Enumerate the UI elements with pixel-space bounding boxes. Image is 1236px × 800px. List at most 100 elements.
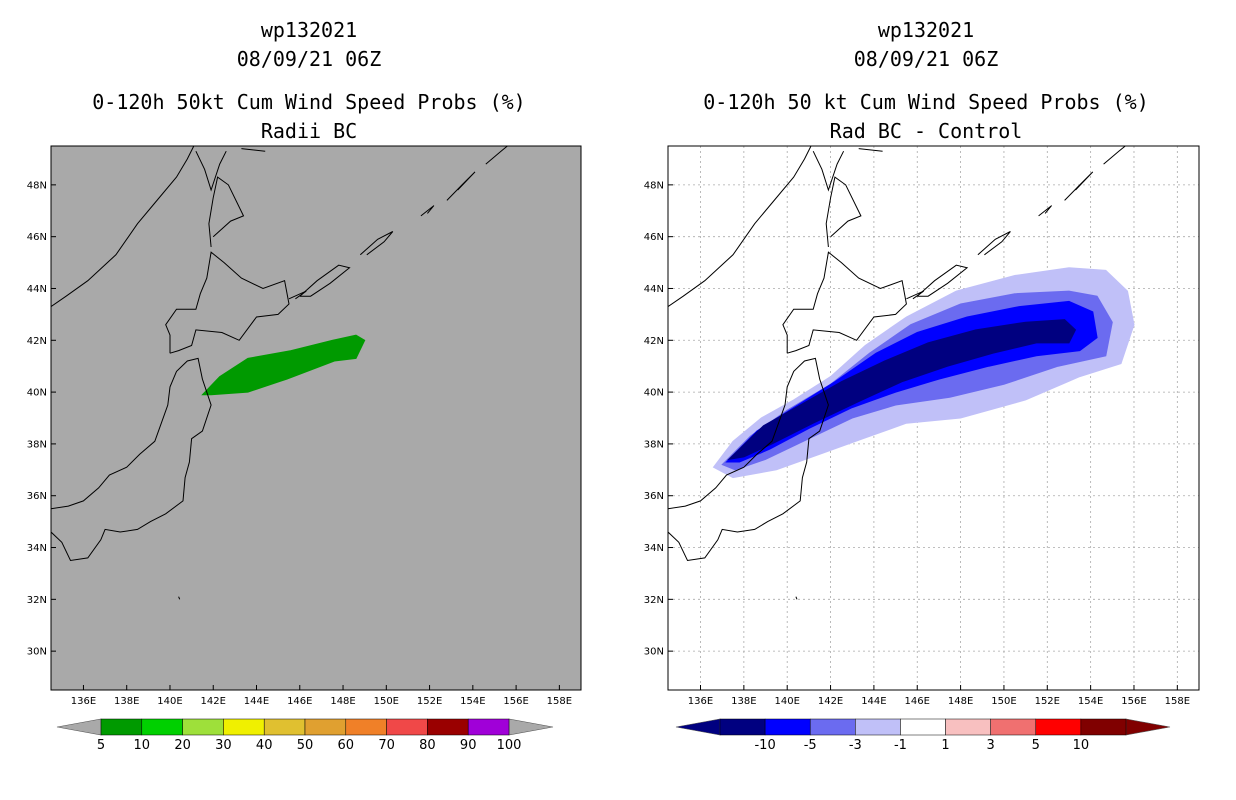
coastline <box>359 231 394 256</box>
coastline <box>782 251 907 354</box>
plot-frame <box>50 145 582 691</box>
y-tick-label: 34N <box>644 543 664 554</box>
plot-area <box>51 146 508 600</box>
x-tick-label: 142E <box>818 696 843 707</box>
colorbar-swatch <box>855 718 901 736</box>
coastline <box>51 146 195 308</box>
y-tick-label: 48N <box>27 180 47 191</box>
y-tick-label: 46N <box>644 232 664 243</box>
colorbar-label: 80 <box>419 738 436 753</box>
y-tick-label: 36N <box>27 491 47 502</box>
plot-frame <box>667 145 1200 691</box>
plot-area <box>668 146 1199 690</box>
coastline <box>668 146 812 308</box>
colorbar-swatch <box>223 718 265 736</box>
x-tick-label: 140E <box>157 696 182 707</box>
colorbar-label: -1 <box>894 738 907 753</box>
colorbar-swatch <box>900 718 946 736</box>
colorbar-label: -5 <box>804 738 817 753</box>
colorbar-label: 10 <box>134 738 151 753</box>
x-tick-label: 150E <box>374 696 399 707</box>
panel1-date: 08/09/21 06Z <box>236 47 382 71</box>
x-tick-label: 144E <box>861 696 886 707</box>
coastline <box>1038 205 1052 217</box>
coastline <box>795 596 798 600</box>
y-tick-label: 48N <box>644 180 664 191</box>
grid <box>668 146 1199 690</box>
coastline <box>916 264 969 297</box>
coastline <box>485 146 508 165</box>
y-tick-label: 44N <box>644 284 664 295</box>
colorbar-swatch <box>809 718 856 736</box>
colorbar-2: -10 -5 -3 -1 1 3 5 10 <box>675 718 1171 753</box>
colorbar-swatch <box>467 718 510 736</box>
colorbar-1: 5 10 20 30 40 50 60 70 80 90 100 <box>56 718 554 753</box>
colorbar-label: 20 <box>174 738 191 753</box>
x-tick-label: 156E <box>503 696 528 707</box>
colorbar-swatch <box>386 718 428 736</box>
y-tick-label: 32N <box>644 595 664 606</box>
y-tick-label: 40N <box>27 388 47 399</box>
colorbar-swatch <box>1080 718 1127 736</box>
coastline <box>165 251 290 354</box>
x-tick-label: 148E <box>330 696 355 707</box>
x-tick-label: 148E <box>948 696 973 707</box>
panel2-subtitle: Rad BC - Control <box>829 119 1023 143</box>
y-tick-label: 44N <box>27 284 47 295</box>
colorbar-label: -10 <box>754 738 775 753</box>
panel2-date: 08/09/21 06Z <box>853 47 999 71</box>
coastline <box>51 357 212 562</box>
x-tick-label: 136E <box>688 696 713 707</box>
panel1-storm-id: wp132021 <box>260 18 358 42</box>
colorbar-swatch <box>345 718 387 736</box>
colorbar-label: 10 <box>1073 738 1090 753</box>
y-tick-label: 42N <box>27 336 47 347</box>
colorbar-right-arrow <box>1125 718 1171 736</box>
colorbar-swatch <box>719 718 766 736</box>
y-tick-label: 40N <box>644 388 664 399</box>
y-tick-label: 32N <box>27 595 47 606</box>
coastline <box>1064 171 1094 201</box>
colorbar-swatch <box>764 718 811 736</box>
colorbar-label: 3 <box>987 738 995 753</box>
y-tick-label: 38N <box>644 439 664 450</box>
coastline <box>446 171 476 201</box>
map-panel-2: 136E 138E 140E 142E 144E 146E 148E 150E 152E 154E… <box>644 145 1200 707</box>
y-tick-label: 46N <box>27 232 47 243</box>
colorbar-swatch <box>304 718 347 736</box>
x-tick-label: 146E <box>905 696 930 707</box>
colorbar-swatch <box>1035 718 1082 736</box>
x-tick-label: 158E <box>547 696 572 707</box>
colorbar-left-arrow <box>675 718 721 736</box>
colorbar-left-arrow <box>56 718 102 736</box>
colorbar-label: 90 <box>460 738 477 753</box>
y-tick-label: 36N <box>644 491 664 502</box>
x-tick-label: 152E <box>417 696 442 707</box>
x-tick-label: 144E <box>244 696 269 707</box>
colorbar-swatch <box>990 718 1037 736</box>
x-tick-label: 150E <box>991 696 1016 707</box>
coastline <box>1103 146 1126 165</box>
panel1-title: 0-120h 50kt Cum Wind Speed Probs (%) <box>92 90 526 114</box>
x-tick-label: 138E <box>731 696 756 707</box>
y-tick-label: 42N <box>644 336 664 347</box>
coastline <box>288 290 307 300</box>
colorbar-swatch <box>182 718 224 736</box>
coastline <box>825 176 862 248</box>
colorbar-swatch <box>427 718 469 736</box>
probability-region <box>727 319 1077 461</box>
colorbar-label: 40 <box>256 738 273 753</box>
x-tick-label: 154E <box>460 696 485 707</box>
coastline <box>977 231 1011 256</box>
coastline <box>178 596 181 600</box>
y-tick-label: 30N <box>644 647 664 658</box>
coastline <box>668 357 829 562</box>
coastline <box>858 148 883 152</box>
x-tick-label: 156E <box>1121 696 1146 707</box>
plot-background <box>51 146 581 690</box>
panel2-storm-id: wp132021 <box>877 18 975 42</box>
x-tick-label: 158E <box>1165 696 1190 707</box>
coastline <box>299 264 351 297</box>
x-tick-label: 138E <box>114 696 139 707</box>
